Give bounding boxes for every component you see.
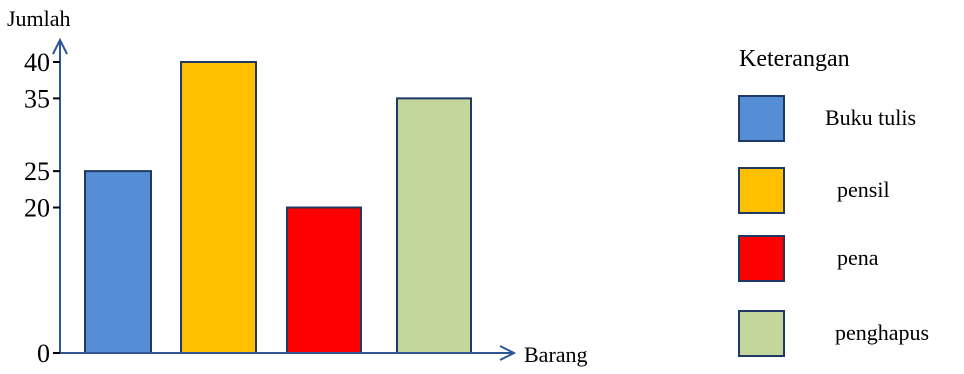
bar-penghapus <box>396 97 472 354</box>
y-tick-label-25: 25 <box>24 157 50 186</box>
legend-label-pensil: pensil <box>837 177 890 202</box>
x-axis-label: Barang <box>524 342 588 367</box>
bar-pensil <box>180 61 257 354</box>
legend-group: Buku tulis pensil pena penghapus <box>738 95 929 357</box>
legend-title: Keterangan <box>739 46 850 72</box>
legend-label-pena: pena <box>837 245 879 270</box>
y-axis-arrow <box>52 37 68 55</box>
legend-swatch-pensil <box>738 167 785 214</box>
legend-swatch-buku-tulis <box>738 95 785 142</box>
bar-pena <box>286 206 362 354</box>
bar-buku-tulis <box>84 170 152 354</box>
legend-swatch-pena <box>738 235 785 282</box>
x-axis-arrow <box>499 345 517 361</box>
y-tick-label-0: 0 <box>37 339 50 368</box>
y-axis-label: Jumlah <box>7 6 71 31</box>
y-tick-label-35: 35 <box>24 84 50 113</box>
axes-group <box>52 37 517 361</box>
legend-label-penghapus: penghapus <box>835 320 929 345</box>
y-ticks-group: 0 20 25 35 40 <box>24 48 60 368</box>
legend-swatch-penghapus <box>738 310 785 357</box>
bars-group <box>84 61 472 354</box>
y-tick-label-40: 40 <box>24 48 50 77</box>
y-tick-label-20: 20 <box>24 194 50 223</box>
legend-label-buku-tulis: Buku tulis <box>825 105 916 130</box>
